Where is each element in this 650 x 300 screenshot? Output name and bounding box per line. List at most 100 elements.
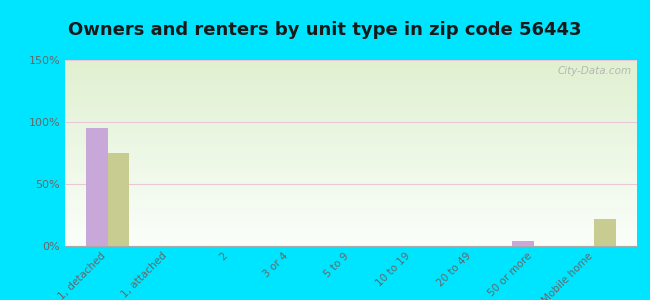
- Bar: [65, 203, 637, 205]
- Bar: [65, 75, 637, 77]
- Bar: [65, 77, 637, 79]
- Bar: [65, 136, 637, 138]
- Bar: [65, 138, 637, 140]
- Text: Owners and renters by unit type in zip code 56443: Owners and renters by unit type in zip c…: [68, 21, 582, 39]
- Bar: [65, 147, 637, 149]
- Bar: [65, 62, 637, 64]
- Bar: [65, 240, 637, 242]
- Bar: [65, 168, 637, 170]
- Bar: [65, 123, 637, 125]
- Bar: [65, 231, 637, 233]
- Bar: [65, 151, 637, 153]
- Bar: [65, 227, 637, 229]
- Bar: [65, 235, 637, 237]
- Bar: [65, 133, 637, 134]
- Bar: [65, 90, 637, 92]
- Bar: [65, 229, 637, 231]
- Bar: [65, 116, 637, 118]
- Bar: [65, 244, 637, 246]
- Bar: [65, 142, 637, 144]
- Bar: [65, 84, 637, 86]
- Bar: [65, 238, 637, 240]
- Bar: [65, 188, 637, 190]
- Bar: [65, 207, 637, 209]
- Bar: [65, 106, 637, 108]
- Bar: [65, 233, 637, 235]
- Bar: [65, 110, 637, 112]
- Bar: [65, 179, 637, 181]
- Bar: [65, 173, 637, 175]
- Bar: [65, 184, 637, 187]
- Bar: [65, 162, 637, 164]
- Bar: [512, 241, 534, 246]
- Bar: [65, 153, 637, 155]
- Bar: [65, 71, 637, 73]
- Bar: [65, 134, 637, 136]
- Bar: [65, 60, 637, 62]
- Bar: [65, 164, 637, 166]
- Bar: [65, 95, 637, 97]
- Bar: [65, 118, 637, 119]
- Bar: [65, 108, 637, 110]
- Bar: [65, 194, 637, 196]
- Bar: [65, 99, 637, 101]
- Bar: [65, 131, 637, 133]
- Bar: [65, 97, 637, 99]
- Bar: [65, 80, 637, 82]
- Bar: [594, 219, 616, 246]
- Bar: [65, 66, 637, 68]
- Bar: [65, 172, 637, 173]
- Bar: [65, 170, 637, 172]
- Bar: [65, 177, 637, 179]
- Bar: [65, 183, 637, 184]
- Bar: [65, 155, 637, 157]
- Bar: [65, 212, 637, 214]
- Bar: [65, 220, 637, 222]
- Bar: [65, 127, 637, 129]
- Bar: [65, 224, 637, 226]
- Bar: [65, 64, 637, 66]
- Bar: [65, 82, 637, 84]
- Bar: [65, 209, 637, 211]
- Bar: [65, 146, 637, 147]
- Bar: [65, 69, 637, 71]
- Bar: [65, 119, 637, 122]
- Bar: [65, 242, 637, 244]
- Bar: [65, 157, 637, 159]
- Bar: [65, 68, 637, 69]
- Bar: [65, 140, 637, 142]
- Bar: [65, 105, 637, 106]
- Text: City-Data.com: City-Data.com: [557, 66, 631, 76]
- Bar: [108, 153, 129, 246]
- Bar: [65, 214, 637, 216]
- Bar: [65, 166, 637, 168]
- Bar: [65, 205, 637, 207]
- Bar: [65, 226, 637, 227]
- Bar: [65, 86, 637, 88]
- Bar: [65, 79, 637, 80]
- Bar: [65, 125, 637, 127]
- Bar: [65, 159, 637, 161]
- Bar: [65, 211, 637, 212]
- Bar: [65, 101, 637, 103]
- Bar: [65, 149, 637, 151]
- Bar: [65, 160, 637, 162]
- Bar: [65, 144, 637, 146]
- Bar: [65, 112, 637, 114]
- Bar: [65, 103, 637, 105]
- Bar: [65, 92, 637, 94]
- Bar: [65, 122, 637, 123]
- Bar: [65, 88, 637, 90]
- Bar: [65, 237, 637, 239]
- Bar: [86, 128, 108, 246]
- Bar: [65, 181, 637, 183]
- Bar: [65, 114, 637, 116]
- Bar: [65, 73, 637, 75]
- Bar: [65, 222, 637, 224]
- Bar: [65, 196, 637, 198]
- Bar: [65, 218, 637, 220]
- Bar: [65, 198, 637, 200]
- Bar: [65, 175, 637, 177]
- Bar: [65, 187, 637, 188]
- Bar: [65, 129, 637, 131]
